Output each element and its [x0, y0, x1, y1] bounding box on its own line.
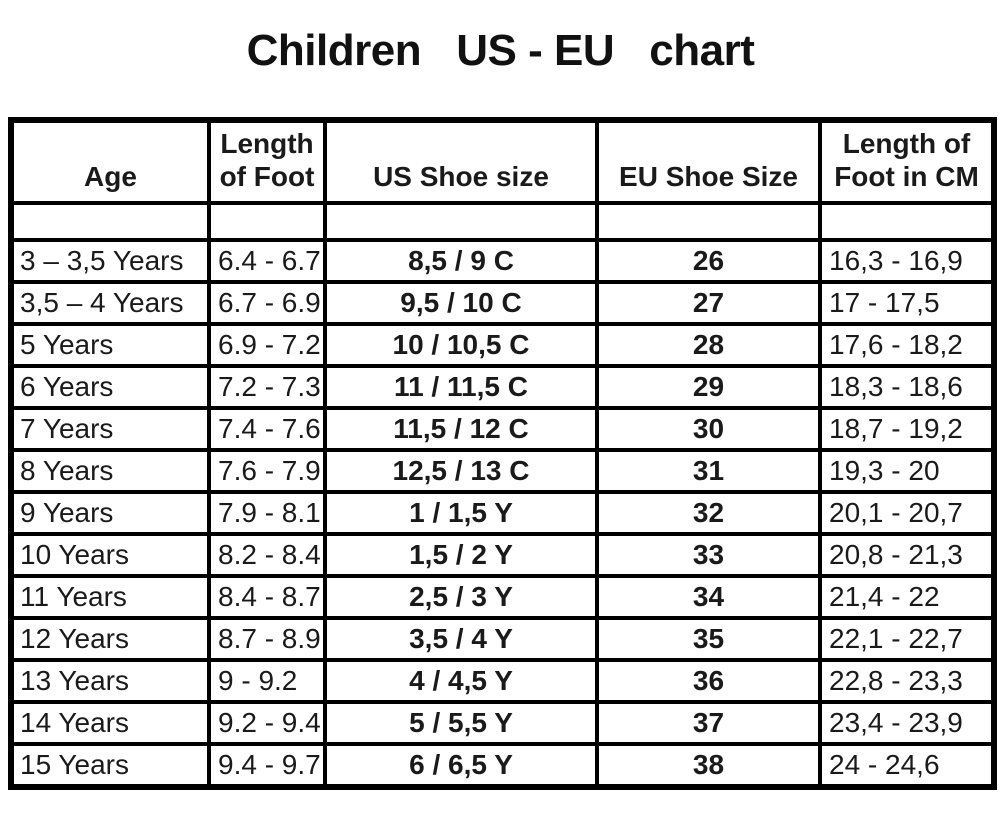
cell-eu-size: 38: [595, 742, 822, 790]
cell-eu-size: 32: [595, 490, 822, 537]
cell-age: 14 Years: [9, 700, 211, 747]
header-row: Age Length of Foot US Shoe size EU Shoe …: [9, 117, 996, 206]
cell-foot-cm: 20,1 - 20,7: [818, 490, 996, 537]
cell-foot-length: 8.2 - 8.4: [207, 532, 327, 579]
table-row: 11 Years 8.4 - 8.7 2,5 / 3 Y 34 21,4 - 22: [9, 574, 996, 621]
spacer-cell: [207, 201, 327, 243]
table-header: Age Length of Foot US Shoe size EU Shoe …: [9, 117, 996, 243]
cell-foot-length: 7.9 - 8.1: [207, 490, 327, 537]
table-row: 6 Years 7.2 - 7.3 11 / 11,5 C 29 18,3 - 18,6: [9, 364, 996, 411]
cell-age: 7 Years: [9, 406, 211, 453]
cell-us-size: 11,5 / 12 C: [323, 406, 599, 453]
cell-us-size: 10 / 10,5 C: [323, 322, 599, 369]
cell-us-size: 4 / 4,5 Y: [323, 658, 599, 705]
cell-eu-size: 30: [595, 406, 822, 453]
cell-eu-size: 34: [595, 574, 822, 621]
cell-foot-cm: 18,7 - 19,2: [818, 406, 996, 453]
cell-foot-length: 9.4 - 9.7: [207, 742, 327, 790]
cell-eu-size: 36: [595, 658, 822, 705]
cell-foot-length: 7.6 - 7.9: [207, 448, 327, 495]
table-body: 3 – 3,5 Years 6.4 - 6.7 8,5 / 9 C 26 16,3 - …: [9, 238, 996, 790]
cell-us-size: 1 / 1,5 Y: [323, 490, 599, 537]
cell-age: 10 Years: [9, 532, 211, 579]
cell-eu-size: 35: [595, 616, 822, 663]
cell-foot-cm: 21,4 - 22: [818, 574, 996, 621]
cell-us-size: 12,5 / 13 C: [323, 448, 599, 495]
cell-age: 12 Years: [9, 616, 211, 663]
spacer-cell: [818, 201, 996, 243]
table-row: 9 Years 7.9 - 8.1 1 / 1,5 Y 32 20,1 - 20,7: [9, 490, 996, 537]
cell-foot-cm: 20,8 - 21,3: [818, 532, 996, 579]
cell-foot-cm: 23,4 - 23,9: [818, 700, 996, 747]
size-chart-table: Age Length of Foot US Shoe size EU Shoe …: [8, 117, 997, 791]
table-row: 14 Years 9.2 - 9.4 5 / 5,5 Y 37 23,4 - 23,9: [9, 700, 996, 747]
cell-foot-length: 6.9 - 7.2: [207, 322, 327, 369]
table-row: 3,5 – 4 Years 6.7 - 6.9 9,5 / 10 C 27 17 - 1…: [9, 280, 996, 327]
cell-eu-size: 29: [595, 364, 822, 411]
cell-foot-length: 8.7 - 8.9: [207, 616, 327, 663]
cell-age: 15 Years: [9, 742, 211, 790]
cell-eu-size: 28: [595, 322, 822, 369]
cell-age: 3,5 – 4 Years: [9, 280, 211, 327]
col-header-foot-length: Length of Foot: [207, 117, 327, 206]
table-row: 10 Years 8.2 - 8.4 1,5 / 2 Y 33 20,8 - 21,3: [9, 532, 996, 579]
cell-foot-cm: 17 - 17,5: [818, 280, 996, 327]
page-title: Children US - EU chart: [246, 26, 755, 75]
cell-eu-size: 37: [595, 700, 822, 747]
cell-eu-size: 26: [595, 238, 822, 285]
cell-foot-cm: 17,6 - 18,2: [818, 322, 996, 369]
spacer-cell: [9, 201, 211, 243]
cell-us-size: 5 / 5,5 Y: [323, 700, 599, 747]
cell-age: 5 Years: [9, 322, 211, 369]
cell-foot-cm: 22,1 - 22,7: [818, 616, 996, 663]
col-header-eu-size: EU Shoe Size: [595, 117, 822, 206]
cell-foot-length: 7.2 - 7.3: [207, 364, 327, 411]
spacer-cell: [595, 201, 822, 243]
cell-foot-length: 9.2 - 9.4: [207, 700, 327, 747]
table-row: 15 Years 9.4 - 9.7 6 / 6,5 Y 38 24 - 24,6: [9, 742, 996, 790]
cell-us-size: 6 / 6,5 Y: [323, 742, 599, 790]
table-row: 12 Years 8.7 - 8.9 3,5 / 4 Y 35 22,1 - 22,7: [9, 616, 996, 663]
col-header-us-size: US Shoe size: [323, 117, 599, 206]
cell-foot-length: 6.4 - 6.7: [207, 238, 327, 285]
table-row: 5 Years 6.9 - 7.2 10 / 10,5 C 28 17,6 - 18,2: [9, 322, 996, 369]
cell-foot-cm: 18,3 - 18,6: [818, 364, 996, 411]
cell-age: 9 Years: [9, 490, 211, 537]
cell-foot-length: 7.4 - 7.6: [207, 406, 327, 453]
cell-eu-size: 31: [595, 448, 822, 495]
cell-us-size: 11 / 11,5 C: [323, 364, 599, 411]
cell-foot-cm: 22,8 - 23,3: [818, 658, 996, 705]
col-header-foot-cm: Length of Foot in CM: [818, 117, 996, 206]
cell-eu-size: 27: [595, 280, 822, 327]
spacer-row: [9, 201, 996, 243]
table-row: 13 Years 9 - 9.2 4 / 4,5 Y 36 22,8 - 23,3: [9, 658, 996, 705]
cell-foot-cm: 16,3 - 16,9: [818, 238, 996, 285]
cell-us-size: 1,5 / 2 Y: [323, 532, 599, 579]
cell-age: 6 Years: [9, 364, 211, 411]
table-row: 8 Years 7.6 - 7.9 12,5 / 13 C 31 19,3 - 20: [9, 448, 996, 495]
cell-age: 3 – 3,5 Years: [9, 238, 211, 285]
col-header-age: Age: [9, 117, 211, 206]
table-row: 7 Years 7.4 - 7.6 11,5 / 12 C 30 18,7 - 19,2: [9, 406, 996, 453]
cell-us-size: 9,5 / 10 C: [323, 280, 599, 327]
cell-foot-cm: 19,3 - 20: [818, 448, 996, 495]
cell-us-size: 2,5 / 3 Y: [323, 574, 599, 621]
cell-age: 8 Years: [9, 448, 211, 495]
cell-foot-length: 6.7 - 6.9: [207, 280, 327, 327]
cell-us-size: 8,5 / 9 C: [323, 238, 599, 285]
cell-age: 11 Years: [9, 574, 211, 621]
table-row: 3 – 3,5 Years 6.4 - 6.7 8,5 / 9 C 26 16,3 - …: [9, 238, 996, 285]
cell-age: 13 Years: [9, 658, 211, 705]
cell-foot-cm: 24 - 24,6: [818, 742, 996, 790]
cell-eu-size: 33: [595, 532, 822, 579]
cell-us-size: 3,5 / 4 Y: [323, 616, 599, 663]
cell-foot-length: 9 - 9.2: [207, 658, 327, 705]
spacer-cell: [323, 201, 599, 243]
cell-foot-length: 8.4 - 8.7: [207, 574, 327, 621]
